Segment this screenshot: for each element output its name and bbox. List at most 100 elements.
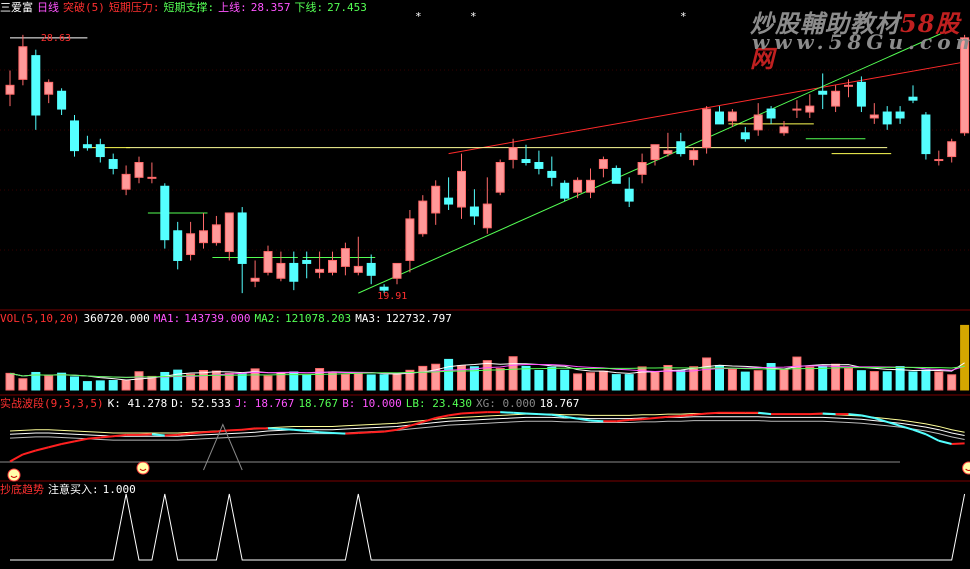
candle-body [637, 162, 647, 175]
k-line-segment [886, 420, 901, 427]
support-trendline [358, 31, 946, 294]
k-line-segment [113, 433, 127, 438]
spike-marker [203, 423, 243, 471]
volume-bar [31, 371, 41, 391]
k-line-segment [448, 412, 462, 417]
volume-bar [856, 370, 866, 391]
candle-body [560, 182, 570, 199]
k-line-segment [280, 428, 294, 431]
volume-bar [792, 356, 802, 391]
candle-body [521, 159, 531, 163]
candle-body [211, 224, 221, 244]
e-value: 18.767 [298, 397, 339, 410]
k-line-segment [74, 437, 88, 443]
candle-body [418, 200, 428, 235]
candle-body [276, 262, 286, 279]
volume-bar [689, 366, 699, 391]
k-line-segment [693, 412, 707, 416]
smiley-icon [7, 468, 21, 482]
volume-bar [508, 356, 518, 391]
candle-body [727, 111, 737, 122]
k-line-segment [925, 433, 940, 442]
k-line-segment [306, 430, 320, 434]
candle-body [792, 108, 802, 111]
signal-panel [10, 493, 966, 561]
volume-bar [18, 378, 28, 391]
volume-bar [418, 365, 428, 391]
signal-header: 抄底趋势 注意买入: 1.000 [0, 483, 140, 496]
candle-body [70, 120, 79, 152]
ma1-label: MA1: [153, 312, 181, 325]
k-line-segment [861, 414, 875, 419]
candle-body [856, 81, 866, 107]
candle-body [482, 203, 492, 229]
volume-bar [598, 370, 608, 391]
candle-body [534, 162, 544, 169]
volume-bar [921, 369, 931, 391]
volume-bar [650, 371, 660, 391]
oscillator-name: 实战波段(9,3,3,5) [0, 397, 104, 410]
stock-name: 三爱富 [0, 1, 33, 14]
k-line-segment [371, 430, 385, 434]
volume-bar [250, 368, 260, 391]
k-line-segment [629, 418, 643, 421]
candle-body [199, 230, 208, 244]
low-annotation: 19.91 [377, 291, 407, 302]
volume-bar [637, 366, 647, 391]
k-line-segment [654, 415, 669, 419]
k-line-segment [577, 417, 591, 422]
volume-bar [779, 368, 789, 391]
volume-bar [534, 369, 544, 391]
candle-body [237, 212, 247, 264]
ma1-value: 143739.000 [184, 312, 251, 325]
candle-body [302, 259, 312, 264]
volume-header: VOL(5,10,20) 360720.000 MA1: 143739.000 MA2:… [0, 312, 456, 325]
volume-bar [315, 368, 325, 391]
lower-label: 下线: [294, 1, 324, 14]
candle-body [289, 262, 299, 282]
volume-bar [702, 357, 712, 391]
candle-body [250, 277, 260, 282]
k-line-segment [474, 411, 488, 414]
candle-body [740, 132, 750, 140]
candle-body [224, 212, 234, 253]
resistance-label: 短期压力: [108, 1, 160, 14]
volume-bar [82, 381, 92, 391]
candle-body [921, 114, 931, 155]
volume-bar [173, 369, 183, 391]
star-marker: * [415, 10, 422, 23]
k-line-segment [951, 442, 965, 445]
candle-body [805, 105, 815, 113]
smiley-mouth [965, 468, 970, 471]
k-line-segment [422, 417, 436, 423]
j-value: J: 18.767 [234, 397, 295, 410]
volume-bar [495, 368, 505, 391]
candle-body [908, 96, 918, 101]
price-header: 三爱富 日线 突破(5) 短期压力: 短期支撑: 上线: 28.357 下线: 27.453 [0, 1, 371, 14]
candle-body [57, 90, 67, 110]
k-line-segment [9, 453, 24, 463]
candle-body [715, 111, 724, 125]
candle-body [650, 144, 660, 161]
volume-bar [869, 371, 879, 391]
k-line-segment [203, 430, 217, 434]
candle-body [469, 206, 479, 217]
k-line-segment [138, 433, 152, 436]
k-line-segment [616, 418, 630, 423]
candle-body [844, 84, 853, 87]
volume-bar [727, 368, 737, 391]
k-line-segment [822, 412, 836, 416]
volume-bar [586, 372, 595, 391]
candle-body [611, 167, 621, 184]
k-line-segment [100, 435, 114, 439]
k-line-segment [874, 417, 888, 423]
candle-body [44, 81, 54, 95]
candle-body [328, 259, 337, 273]
k-line-segment [293, 428, 307, 432]
candle-body [573, 179, 583, 193]
signal-line [10, 493, 966, 561]
k-line-segment [564, 415, 578, 420]
volume-bar [5, 372, 15, 391]
k-line-segment [48, 443, 62, 449]
k-line-segment [164, 433, 178, 437]
